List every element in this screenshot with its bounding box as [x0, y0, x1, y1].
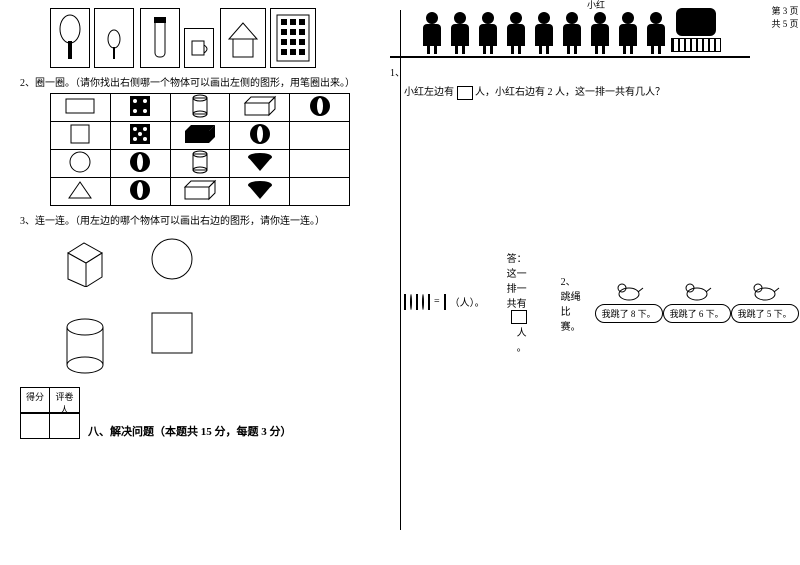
pic-tree-small — [94, 8, 134, 68]
pic-house — [220, 8, 266, 68]
dog2-bubble: 我跳了 6 下。 — [663, 304, 731, 323]
cell-triangle — [51, 178, 111, 206]
cylinder-3d-icon — [63, 317, 107, 377]
cell-dice1 — [110, 94, 170, 122]
cell-cone2 — [230, 178, 290, 206]
section-8-title: 八、解决问题（本题共 15 分，每题 3 分） — [88, 423, 292, 439]
page-footer: 第 3 页 共 5 页 — [770, 0, 800, 540]
cell-cuboid3 — [170, 178, 230, 206]
dog-icon — [750, 280, 780, 302]
dog-icon — [614, 280, 644, 302]
cell-circle — [51, 150, 111, 178]
match-area — [60, 237, 350, 377]
score-label: 得分 — [21, 388, 49, 405]
cell-cone — [230, 150, 290, 178]
picture-row — [50, 8, 350, 68]
q1-number: 1、 — [390, 64, 750, 79]
cell-can1 — [170, 94, 230, 122]
pic-tree-big — [50, 8, 90, 68]
shapes-table — [50, 93, 350, 206]
left-column: 2、圈一圈。（请你找出右侧哪一个物体可以画出左侧的图形，用笔圈出来。） — [0, 0, 370, 540]
pic-thermos — [140, 8, 180, 68]
kids-illustration: 小红 — [390, 8, 750, 58]
dog1-bubble: 我跳了 8 下。 — [595, 304, 663, 323]
q2-text: 2、圈一圈。（请你找出右侧哪一个物体可以画出左侧的图形，用笔圈出来。） — [20, 74, 350, 89]
grader-blank[interactable] — [50, 413, 80, 439]
circle-2d-icon — [150, 237, 194, 281]
dog3-bubble: 我跳了 5 下。 — [731, 304, 799, 323]
cell-cuboid1 — [230, 94, 290, 122]
cell-coffee1 — [290, 94, 350, 122]
q3-text: 3、连一连。（用左边的哪个物体可以画出右边的图形，请你连一连。） — [20, 212, 350, 227]
cell-coffee4 — [110, 178, 170, 206]
cell-coffee3 — [110, 150, 170, 178]
cell-cuboid2 — [170, 122, 230, 150]
xiaohong-label: 小红 — [587, 0, 605, 11]
q2-text: 2、跳绳比赛。 — [561, 273, 581, 333]
blank-box[interactable] — [457, 86, 473, 100]
pic-building — [270, 8, 316, 68]
q1-equation: = （人）。 答：这一排一共有 人 。 2、跳绳比赛。 我跳了 8 下。 我跳了… — [404, 104, 750, 500]
cell-can2 — [170, 150, 230, 178]
tree-icon — [671, 8, 721, 54]
cube-3d-icon — [60, 237, 110, 287]
cell-coffee2 — [230, 122, 290, 150]
dogs-illustration: 我跳了 8 下。 我跳了 6 下。 我跳了 5 下。 — [595, 280, 799, 323]
q1-line: 小红左边有 人，小红右边有 2 人，这一排一共有几人？ — [404, 83, 750, 100]
pic-cup — [184, 28, 214, 68]
q1-answer: 答：这一排一共有 人 。 — [507, 250, 527, 354]
score-blank[interactable] — [20, 413, 50, 439]
right-column: 小红 1、 小红左边有 人，小红右边有 2 人，这一排一共有几人？ = （人）。… — [370, 0, 770, 540]
cell-dice2 — [110, 122, 170, 150]
square-2d-icon — [150, 311, 194, 355]
dog-icon — [682, 280, 712, 302]
score-box-8: 得分 评卷人 八、解决问题（本题共 15 分，每题 3 分） — [20, 387, 350, 439]
cell-rect — [51, 94, 111, 122]
cell-square — [51, 122, 111, 150]
